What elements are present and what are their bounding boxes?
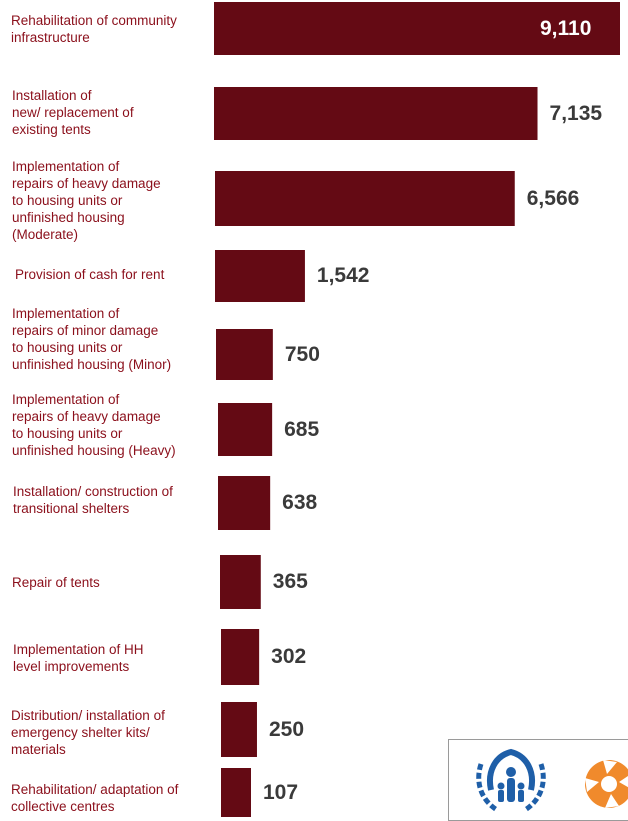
category-label-line: Provision of cash for rent bbox=[15, 267, 165, 282]
category-label: Installation/ construction of transitiona… bbox=[13, 483, 173, 517]
category-label-line: to housing units or bbox=[12, 193, 123, 208]
category-label: Installation of new/ replacement of existi… bbox=[12, 87, 134, 138]
value-label: 750 bbox=[284, 342, 320, 366]
category-label-line: Installation/ construction of bbox=[13, 484, 173, 499]
category-label-line: transitional shelters bbox=[13, 501, 130, 516]
category-label: Repair of tents bbox=[12, 574, 100, 591]
category-label-line: materials bbox=[11, 742, 66, 757]
category-label-line: Rehabilitation of community bbox=[11, 13, 177, 28]
value-label: 685 bbox=[284, 417, 320, 441]
category-label-line: Implementation of bbox=[12, 159, 120, 174]
value-label: 250 bbox=[268, 717, 305, 741]
bar bbox=[218, 476, 271, 530]
category-label-line: Implementation of HH bbox=[13, 642, 144, 657]
bar bbox=[218, 403, 273, 456]
category-label-line: infrastructure bbox=[11, 30, 90, 45]
category-label-line: (Moderate) bbox=[12, 227, 79, 242]
value-label: 6,566 bbox=[526, 186, 580, 210]
category-label-line: Implementation of bbox=[12, 392, 120, 407]
category-label-line: new/ replacement of bbox=[12, 105, 134, 120]
category-label-line: Implementation of bbox=[12, 306, 120, 321]
category-label: Implementation of HH level improvements bbox=[13, 641, 144, 675]
bar bbox=[221, 702, 257, 757]
logos-svg bbox=[476, 748, 628, 813]
unhcr-logo-icon bbox=[476, 748, 546, 813]
bar bbox=[221, 629, 260, 685]
category-label-line: level improvements bbox=[13, 659, 130, 674]
category-label-line: to housing units or bbox=[12, 340, 123, 355]
category-label-line: unfinished housing bbox=[12, 210, 125, 225]
value-label: 107 bbox=[263, 780, 299, 804]
bar bbox=[215, 171, 515, 226]
category-label-line: Installation of bbox=[12, 88, 92, 103]
category-label: Implementation of repairs of minor damage… bbox=[12, 305, 171, 373]
bar bbox=[214, 2, 620, 55]
bar bbox=[216, 329, 273, 380]
partner-logo-icon bbox=[585, 760, 628, 808]
value-label: 302 bbox=[271, 645, 307, 668]
value-label: 365 bbox=[272, 570, 308, 593]
category-label-line: emergency shelter kits/ bbox=[11, 725, 150, 740]
category-label: Provision of cash for rent bbox=[15, 266, 164, 283]
category-label: Implementation of repairs of heavy damage… bbox=[12, 391, 176, 459]
category-label-line: repairs of minor damage bbox=[12, 323, 159, 338]
category-label-line: repairs of heavy damage bbox=[12, 176, 161, 191]
value-label: 1,542 bbox=[316, 264, 370, 287]
bar bbox=[220, 555, 261, 609]
category-label-line: Distribution/ installation of bbox=[11, 708, 165, 723]
value-label: 638 bbox=[282, 491, 318, 514]
bar bbox=[215, 250, 305, 302]
value-label: 9,110 bbox=[540, 16, 592, 40]
category-label: Distribution/ installation of emergency s… bbox=[11, 707, 165, 758]
logo-panel bbox=[448, 739, 628, 821]
category-label-line: unfinished housing (Minor) bbox=[12, 357, 172, 372]
bar bbox=[214, 87, 538, 140]
category-label-line: collective centres bbox=[11, 799, 115, 814]
category-label-line: unfinished housing (Heavy) bbox=[12, 443, 176, 458]
category-label-line: existing tents bbox=[12, 122, 91, 137]
category-label-line: repairs of heavy damage bbox=[12, 409, 161, 424]
category-label-line: Repair of tents bbox=[12, 575, 100, 590]
category-label-line: Rehabilitation/ adaptation of bbox=[11, 782, 179, 797]
category-label-line: to housing units or bbox=[12, 426, 123, 441]
category-label: Rehabilitation/ adaptation of collective … bbox=[11, 781, 178, 815]
category-label: Rehabilitation of community infrastructur… bbox=[11, 12, 177, 46]
category-label: Implementation of repairs of heavy damage… bbox=[12, 158, 161, 243]
bar bbox=[221, 768, 251, 817]
value-label: 7,135 bbox=[549, 101, 603, 125]
